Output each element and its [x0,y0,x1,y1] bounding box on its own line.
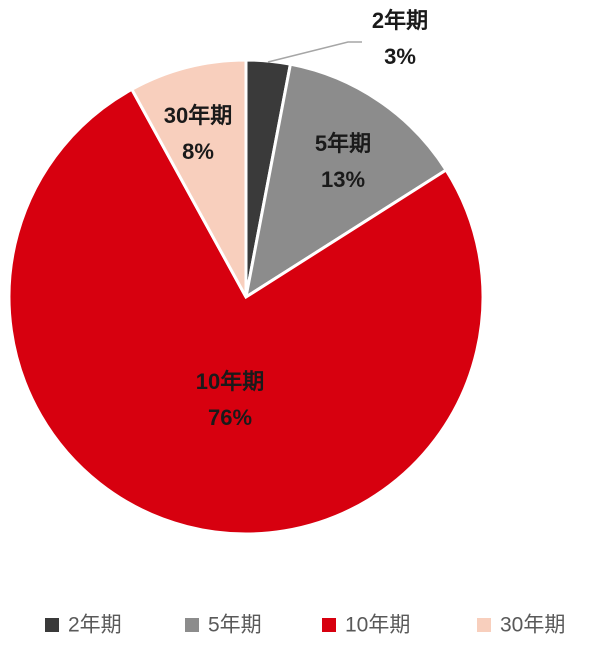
slice-value: 8% [182,139,214,164]
leader-line [267,41,362,63]
legend-label: 2年期 [68,614,122,637]
slice-label: 10年期 [196,369,264,394]
slice-label: 5年期 [315,131,371,156]
legend-label: 30年期 [500,614,565,637]
legend-swatch [477,618,491,632]
slice-label: 2年期 [372,8,428,33]
legend-swatch [45,618,59,632]
legend-label: 5年期 [208,614,262,637]
slice-label: 30年期 [164,103,232,128]
legend-label: 10年期 [345,614,410,637]
pie-slice [243,62,449,301]
slice-value: 13% [321,167,365,192]
legend-swatch [185,618,199,632]
legend-swatch [322,618,336,632]
slice-value: 3% [384,44,416,69]
pie-slice [129,58,248,298]
slice-value: 76% [208,405,252,430]
pie-slice [7,87,485,536]
